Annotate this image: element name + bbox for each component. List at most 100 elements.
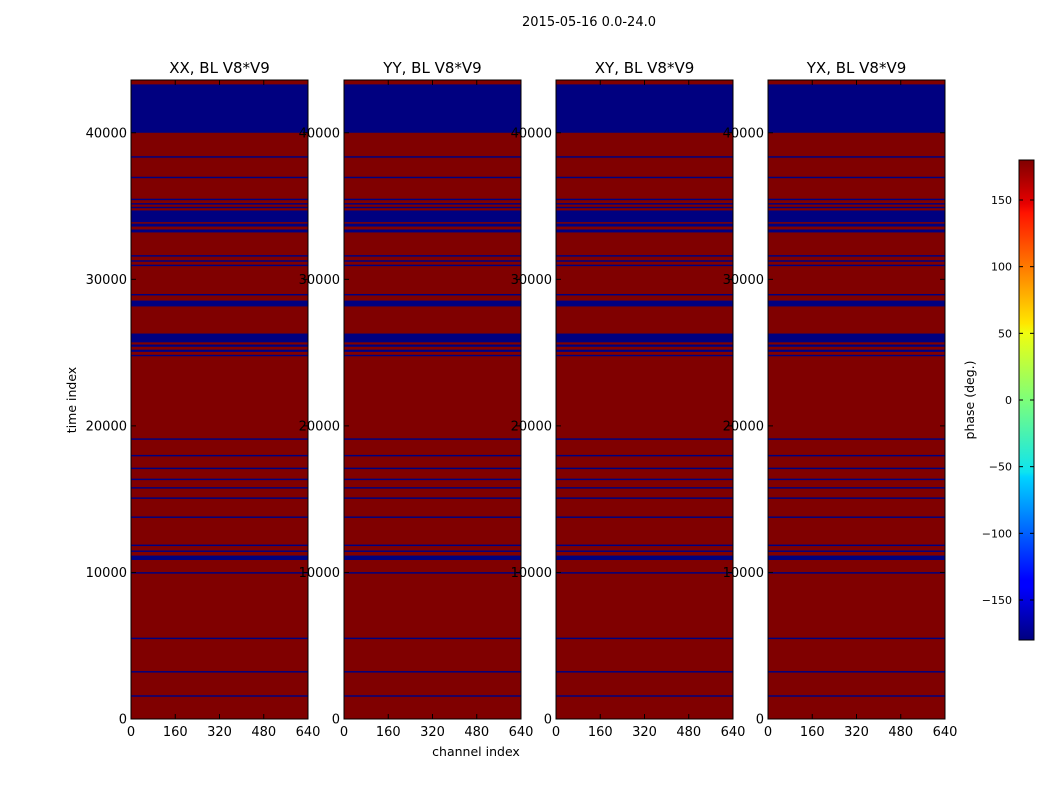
low-phase-band	[344, 555, 521, 560]
low-phase-band	[768, 349, 945, 352]
low-phase-band	[131, 555, 308, 560]
x-tick-label: 320	[844, 725, 869, 740]
low-phase-band	[556, 203, 733, 205]
low-phase-band	[131, 333, 308, 343]
low-phase-band	[556, 671, 733, 673]
x-tick-label: 320	[207, 725, 232, 740]
low-phase-band	[768, 293, 945, 296]
y-tick-label: 10000	[723, 566, 764, 581]
y-tick-label: 30000	[511, 273, 552, 288]
y-tick-label: 30000	[86, 273, 127, 288]
low-phase-band	[556, 206, 733, 209]
x-tick-label: 480	[888, 725, 913, 740]
x-tick-label: 320	[632, 725, 657, 740]
y-tick-label: 40000	[86, 126, 127, 141]
low-phase-band	[768, 478, 945, 481]
x-tick-label: 160	[800, 725, 825, 740]
low-phase-band	[131, 671, 308, 673]
low-phase-band	[768, 671, 945, 673]
y-tick-label: 40000	[511, 126, 552, 141]
y-tick-label: 40000	[299, 126, 340, 141]
low-phase-band	[344, 467, 521, 470]
y-tick-label: 30000	[299, 273, 340, 288]
low-phase-band	[131, 550, 308, 552]
low-phase-band	[556, 555, 733, 560]
colorbar-label: phase (deg.)	[962, 361, 977, 440]
low-phase-band	[131, 260, 308, 262]
x-tick-label: 640	[296, 725, 321, 740]
low-phase-band	[768, 454, 945, 457]
low-phase-band	[131, 300, 308, 307]
y-tick-label: 0	[544, 713, 552, 728]
low-phase-band	[344, 572, 521, 574]
low-phase-band	[131, 637, 308, 640]
panel-title: YY, BL V8*V9	[382, 59, 481, 77]
x-tick-label: 640	[721, 725, 746, 740]
y-tick-label: 30000	[723, 273, 764, 288]
panel-3: XY, BL V8*V9 0 160 320 480 640 0 10000 20000 3000…	[511, 59, 746, 740]
panel-1: XX, BL V8*V9 0 160 320 480 640 0 10000 20000 3000…	[86, 59, 321, 740]
colorbar-tick-label: −100	[982, 527, 1012, 540]
panel-title: XY, BL V8*V9	[595, 59, 695, 77]
low-phase-band	[556, 229, 733, 233]
low-phase-band	[344, 260, 521, 262]
low-phase-band	[131, 478, 308, 481]
low-phase-band	[768, 550, 945, 552]
colorbar-tick-label: 0	[1005, 394, 1012, 407]
x-tick-label: 0	[340, 725, 348, 740]
colorbar-tick-label: −50	[989, 461, 1012, 474]
low-phase-band	[131, 255, 308, 257]
low-phase-band	[344, 454, 521, 457]
panel-background	[344, 80, 521, 719]
low-phase-band	[768, 203, 945, 205]
y-tick-label: 20000	[723, 419, 764, 434]
low-phase-band	[131, 198, 308, 201]
low-phase-band	[556, 223, 733, 227]
low-phase-band	[131, 349, 308, 352]
low-phase-band	[768, 344, 945, 347]
low-phase-band	[768, 637, 945, 640]
low-phase-band	[556, 333, 733, 343]
low-phase-band	[556, 300, 733, 307]
low-phase-band	[556, 695, 733, 697]
low-phase-band	[768, 354, 945, 357]
low-phase-band	[556, 572, 733, 574]
y-tick-label: 20000	[86, 419, 127, 434]
x-tick-label: 160	[588, 725, 613, 740]
low-phase-band	[768, 438, 945, 440]
low-phase-band	[556, 344, 733, 347]
low-phase-band	[768, 176, 945, 179]
low-phase-band	[768, 255, 945, 257]
low-phase-band	[768, 487, 945, 489]
y-tick-label: 0	[332, 713, 340, 728]
x-tick-label: 480	[676, 725, 701, 740]
low-phase-band	[344, 516, 521, 518]
low-phase-band	[556, 210, 733, 223]
low-phase-band	[131, 572, 308, 574]
panel-4: YX, BL V8*V9 0 160 320 480 640 0 10000 20000 3000…	[723, 59, 958, 740]
low-phase-band	[768, 555, 945, 560]
low-phase-band	[344, 84, 521, 133]
x-tick-label: 0	[764, 725, 772, 740]
low-phase-band	[768, 264, 945, 267]
low-phase-band	[344, 203, 521, 205]
low-phase-band	[344, 544, 521, 547]
panel-title: YX, BL V8*V9	[806, 59, 907, 77]
y-tick-label: 10000	[299, 566, 340, 581]
low-phase-band	[344, 333, 521, 343]
low-phase-band	[131, 544, 308, 547]
x-tick-label: 320	[420, 725, 445, 740]
low-phase-band	[131, 206, 308, 209]
y-tick-label: 20000	[511, 419, 552, 434]
x-tick-label: 0	[552, 725, 560, 740]
low-phase-band	[344, 695, 521, 697]
low-phase-band	[344, 354, 521, 357]
x-tick-label: 480	[464, 725, 489, 740]
low-phase-band	[556, 467, 733, 470]
y-tick-label: 0	[756, 713, 764, 728]
low-phase-band	[131, 223, 308, 227]
low-phase-band	[556, 478, 733, 481]
low-phase-band	[344, 223, 521, 227]
low-phase-band	[768, 467, 945, 470]
